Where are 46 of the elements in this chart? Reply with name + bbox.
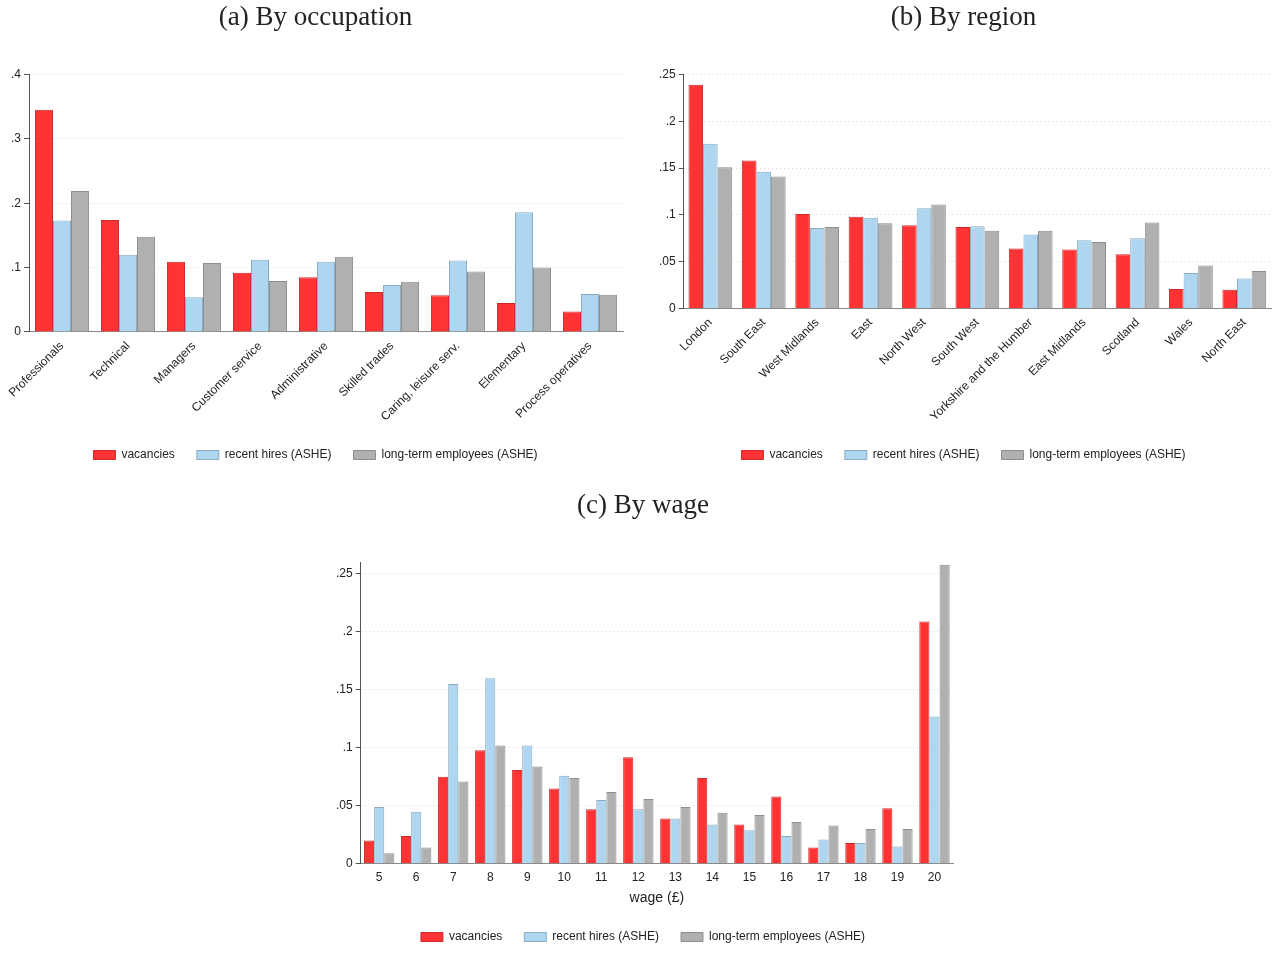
x-tick-label: 15 xyxy=(742,870,757,885)
y-tick-label: .1 xyxy=(342,740,353,755)
y-tick-label: .2 xyxy=(342,624,353,639)
legend-label: vacancies xyxy=(769,447,823,462)
y-tick-label: .05 xyxy=(335,798,353,813)
y-tick-label: 0 xyxy=(668,300,676,315)
legend-label: vacancies xyxy=(121,447,175,462)
y-tick-label: .1 xyxy=(10,259,22,274)
x-axis-title: wage (£) xyxy=(628,889,685,906)
x-tick-label: 19 xyxy=(890,870,905,885)
y-tick-label: 0 xyxy=(14,324,22,339)
y-tick-label: .25 xyxy=(335,566,353,581)
legend-label: recent hires (ASHE) xyxy=(224,447,332,462)
x-tick-label: 20 xyxy=(927,870,942,885)
y-tick-label: .2 xyxy=(10,195,22,210)
legend-label: recent hires (ASHE) xyxy=(552,929,660,944)
x-tick-label: 9 xyxy=(523,870,531,885)
chart-title: (b) By region xyxy=(890,1,1037,32)
x-tick-label: 14 xyxy=(705,870,720,885)
x-tick-label: 12 xyxy=(631,870,646,885)
y-tick-label: .4 xyxy=(10,66,22,81)
x-tick-label: 18 xyxy=(853,870,868,885)
y-tick-label: .25 xyxy=(658,66,676,81)
x-tick-label: 10 xyxy=(557,870,572,885)
chart-title: (c) By wage xyxy=(577,489,709,520)
y-tick-label: .15 xyxy=(658,160,676,175)
legend-label: long-term employees (ASHE) xyxy=(381,447,538,462)
x-tick-label: 6 xyxy=(412,870,420,885)
x-tick-label: 5 xyxy=(375,870,383,885)
x-tick-label: 7 xyxy=(449,870,457,885)
legend-label: vacancies xyxy=(448,929,503,944)
legend-label: long-term employees (ASHE) xyxy=(709,929,866,944)
y-tick-label: .2 xyxy=(665,113,676,128)
y-tick-label: .3 xyxy=(10,131,22,146)
y-tick-label: 0 xyxy=(345,856,353,871)
chart-title: (a) By occupation xyxy=(218,1,413,32)
x-tick-label: 11 xyxy=(595,870,608,885)
x-tick-label: 17 xyxy=(816,870,831,885)
y-tick-label: .1 xyxy=(665,207,676,222)
x-tick-label: 13 xyxy=(668,870,683,885)
y-tick-label: .15 xyxy=(335,682,353,697)
y-tick-label: .05 xyxy=(658,254,676,269)
x-tick-label: 8 xyxy=(486,870,494,885)
x-tick-label: 16 xyxy=(779,870,794,885)
legend-label: long-term employees (ASHE) xyxy=(1029,447,1186,462)
legend-label: recent hires (ASHE) xyxy=(872,447,980,462)
